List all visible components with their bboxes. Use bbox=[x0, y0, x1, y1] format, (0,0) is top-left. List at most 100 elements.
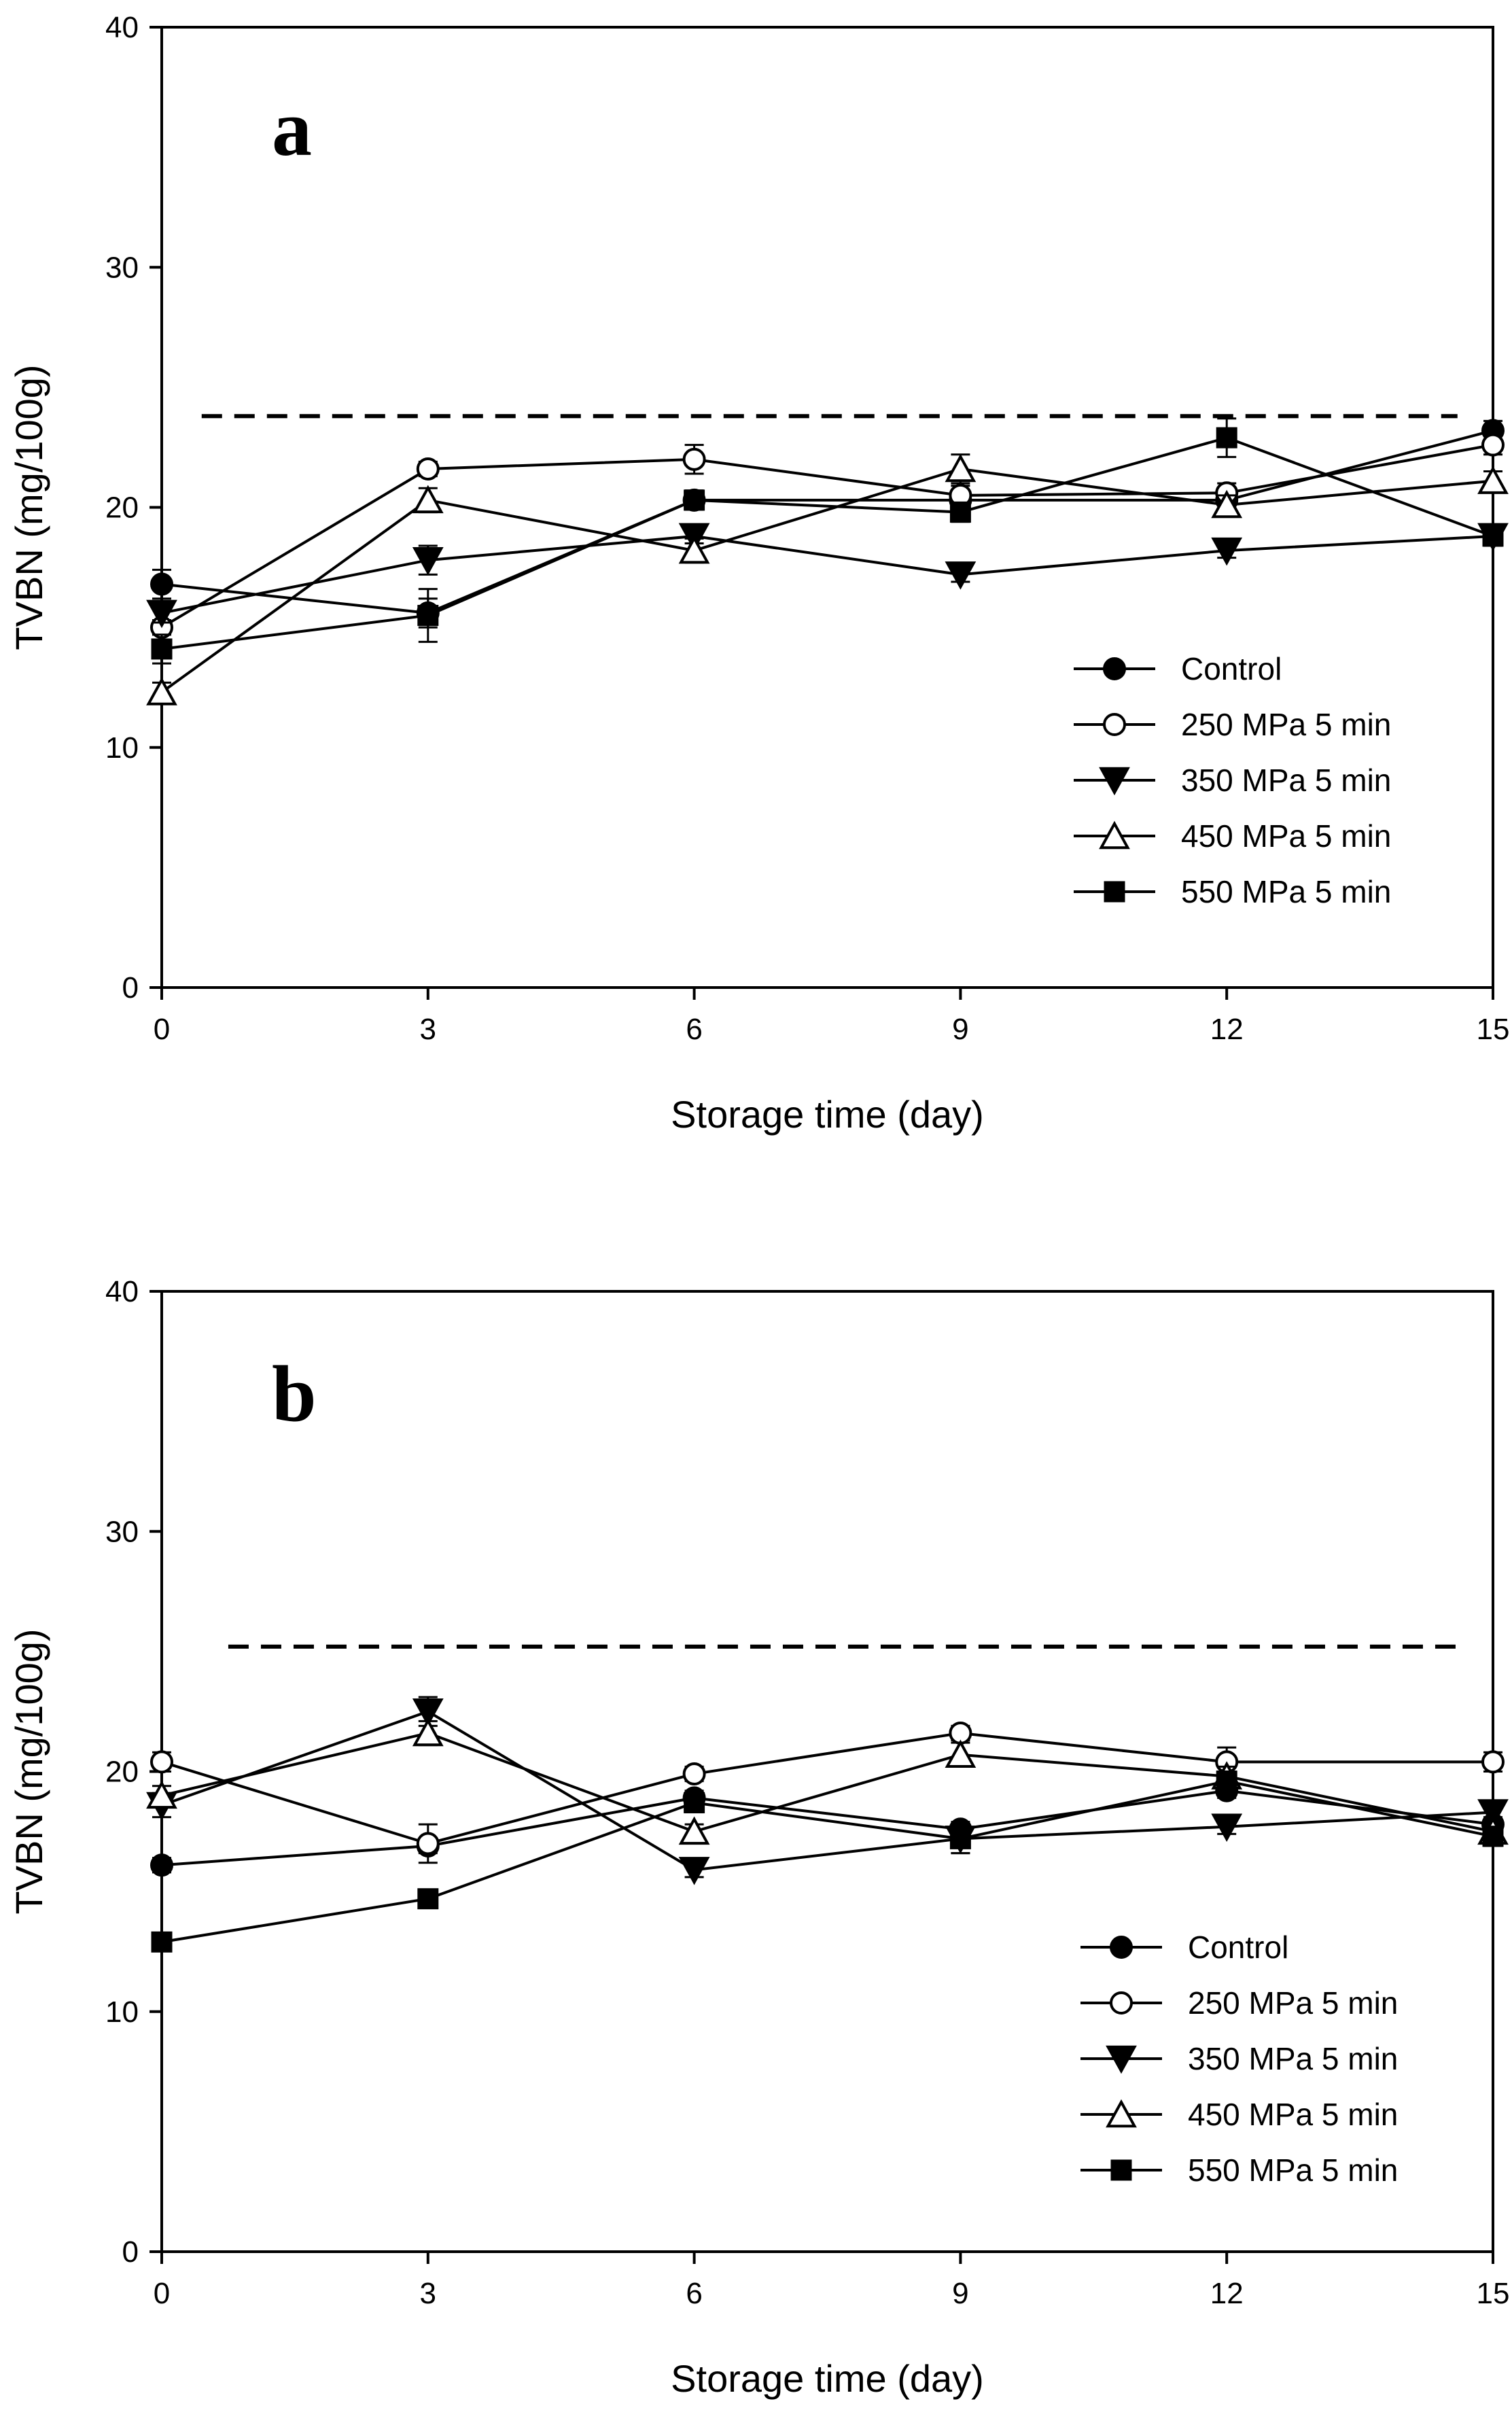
data-point bbox=[412, 1698, 444, 1727]
y-axis-title: TVBN (mg/100g) bbox=[7, 364, 50, 650]
legend-marker bbox=[1110, 1936, 1133, 1959]
data-point bbox=[151, 1931, 173, 1953]
series-line bbox=[160, 443, 1494, 629]
data-point bbox=[1211, 489, 1243, 519]
series-line bbox=[161, 1779, 1494, 1944]
series-line bbox=[161, 436, 1494, 650]
chart-panel-b: 0 3 6 9 12 15 0 10 20 30 40 Storage time (day) TVBN … bbox=[7, 1275, 1509, 2400]
y-tick-label: 0 bbox=[122, 971, 139, 1005]
y-tick-label: 20 bbox=[105, 1756, 139, 1789]
series-line bbox=[160, 467, 1494, 694]
series-550-mpa-5-min bbox=[151, 417, 1504, 665]
data-point bbox=[1482, 1826, 1504, 1847]
series-line bbox=[161, 1731, 1493, 1845]
data-point bbox=[416, 1832, 440, 1855]
data-point bbox=[1216, 1770, 1237, 1792]
data-point bbox=[945, 453, 977, 483]
series-line bbox=[161, 534, 1494, 614]
data-point bbox=[150, 572, 173, 596]
data-point bbox=[1211, 537, 1243, 566]
x-tick-label: 12 bbox=[1210, 2277, 1244, 2310]
series-350-mpa-5-min bbox=[146, 523, 1509, 629]
legend-marker bbox=[1110, 1991, 1133, 2014]
x-tick-label: 15 bbox=[1477, 1013, 1510, 1046]
y-tick-label: 10 bbox=[105, 731, 139, 765]
data-point bbox=[146, 1780, 177, 1809]
data-point bbox=[151, 638, 173, 660]
data-point bbox=[945, 1739, 977, 1768]
series-550-mpa-5-min bbox=[151, 1770, 1504, 1953]
legend-label: 250 MPa 5 min bbox=[1181, 707, 1391, 742]
series-control bbox=[150, 1779, 1505, 1877]
data-point bbox=[417, 1888, 439, 1910]
legend-label: 550 MPa 5 min bbox=[1188, 2152, 1398, 2188]
y-tick-label: 0 bbox=[122, 2235, 139, 2269]
legend-label: 350 MPa 5 min bbox=[1181, 763, 1391, 798]
legend-marker bbox=[1099, 820, 1130, 850]
chart-panel-a: 0 3 6 9 12 15 0 10 20 30 40 Storage time (day) TVBN … bbox=[7, 11, 1509, 1136]
data-point bbox=[682, 447, 706, 471]
data-point bbox=[1477, 1799, 1509, 1828]
data-point bbox=[1481, 433, 1505, 457]
legend-label: Control bbox=[1181, 651, 1282, 686]
panel-letter: b bbox=[272, 1349, 317, 1438]
series-450-mpa-5-min bbox=[146, 453, 1509, 705]
data-point bbox=[684, 1792, 705, 1813]
x-tick-label: 9 bbox=[952, 2277, 968, 2310]
series-control bbox=[150, 419, 1505, 629]
data-point bbox=[1477, 466, 1509, 494]
legend-label: 350 MPa 5 min bbox=[1188, 2041, 1398, 2076]
series-line bbox=[161, 1731, 1494, 1833]
legend-marker bbox=[1106, 2045, 1137, 2074]
x-axis-title: Storage time (day) bbox=[671, 1093, 984, 1136]
x-tick-label: 0 bbox=[154, 2277, 170, 2310]
data-point bbox=[1211, 1813, 1243, 1843]
data-point bbox=[1481, 1750, 1505, 1774]
data-point bbox=[1482, 525, 1504, 547]
series-line bbox=[161, 1789, 1494, 1867]
legend-label: 450 MPa 5 min bbox=[1188, 2097, 1398, 2132]
data-point bbox=[949, 1828, 971, 1849]
legend-marker bbox=[1110, 2159, 1132, 2181]
legend-marker bbox=[1103, 713, 1126, 736]
data-point bbox=[412, 1717, 444, 1747]
panel-letter: a bbox=[272, 84, 312, 173]
data-point bbox=[150, 1853, 173, 1877]
x-tick-label: 12 bbox=[1210, 1013, 1244, 1046]
y-tick-label: 30 bbox=[105, 251, 139, 284]
x-tick-label: 3 bbox=[420, 2277, 436, 2310]
data-point bbox=[945, 561, 977, 590]
y-tick-label: 10 bbox=[105, 1995, 139, 2029]
data-point bbox=[146, 599, 177, 629]
x-tick-label: 15 bbox=[1477, 2277, 1510, 2310]
data-point bbox=[949, 502, 971, 523]
x-tick-label: 9 bbox=[952, 1013, 968, 1046]
legend-marker bbox=[1103, 657, 1126, 680]
data-point bbox=[416, 457, 440, 481]
data-point bbox=[684, 489, 705, 511]
legend-label: 250 MPa 5 min bbox=[1188, 1985, 1398, 2021]
legend-marker bbox=[1106, 2099, 1137, 2128]
data-point bbox=[682, 1762, 706, 1786]
y-axis-title: TVBN (mg/100g) bbox=[7, 1628, 50, 1914]
y-tick-label: 40 bbox=[105, 11, 139, 44]
legend-marker bbox=[1099, 767, 1130, 796]
data-point bbox=[678, 1816, 710, 1845]
series-line bbox=[161, 429, 1494, 614]
series-line bbox=[161, 1709, 1494, 1872]
y-tick-label: 30 bbox=[105, 1515, 139, 1548]
data-point bbox=[678, 1857, 710, 1885]
legend-label: 450 MPa 5 min bbox=[1181, 818, 1391, 854]
y-tick-label: 20 bbox=[105, 491, 139, 525]
x-tick-label: 6 bbox=[686, 1013, 702, 1046]
data-point bbox=[150, 1750, 173, 1774]
data-point bbox=[412, 485, 444, 514]
x-tick-label: 0 bbox=[154, 1013, 170, 1046]
x-tick-label: 3 bbox=[420, 1013, 436, 1046]
legend: Control 250 MPa 5 min 350 MPa 5 min 450 MPa… bbox=[1080, 1930, 1398, 2188]
y-tick-label: 40 bbox=[105, 1275, 139, 1308]
legend-marker bbox=[1104, 881, 1125, 903]
data-point bbox=[1216, 427, 1237, 449]
